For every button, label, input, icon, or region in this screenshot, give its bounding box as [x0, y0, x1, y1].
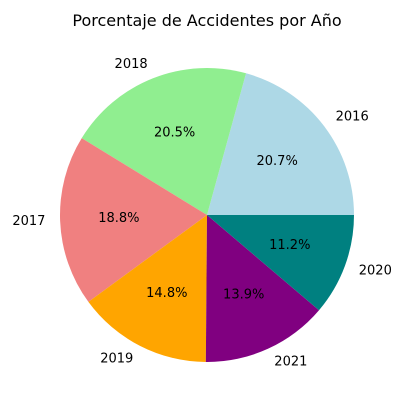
pie-slice-2018: [81, 68, 247, 216]
pie-slice-2017: [60, 138, 208, 302]
pie-percent-label-2020: 11.2%: [269, 238, 310, 253]
pie-category-label-2016: 2016: [336, 110, 369, 125]
pie-category-label-2019: 2019: [100, 351, 133, 366]
pie-slice-2021: [205, 215, 320, 362]
pie-slice-2016: [207, 73, 354, 215]
pie-percent-label-2018: 20.5%: [154, 125, 195, 140]
pie-percent-label-2021: 13.9%: [223, 288, 264, 303]
pie-category-label-2018: 2018: [115, 57, 148, 72]
pie-category-label-2017: 2017: [12, 214, 45, 229]
pie-category-label-2021: 2021: [274, 355, 307, 370]
pie-labels: 20.7% 2016 20.5% 2018 18.8% 2017 14.8% 2019 13.9…: [12, 57, 392, 369]
pie-percent-label-2019: 14.8%: [146, 286, 187, 301]
pie-slices: [60, 68, 354, 362]
pie-slice-2019: [88, 215, 207, 362]
pie-percent-label-2017: 18.8%: [98, 211, 139, 226]
pie-category-label-2020: 2020: [359, 263, 392, 278]
chart-title: Porcentaje de Accidentes por Año: [72, 11, 341, 30]
pie-slice-2020: [207, 215, 354, 311]
pie-percent-label-2016: 20.7%: [257, 154, 298, 169]
